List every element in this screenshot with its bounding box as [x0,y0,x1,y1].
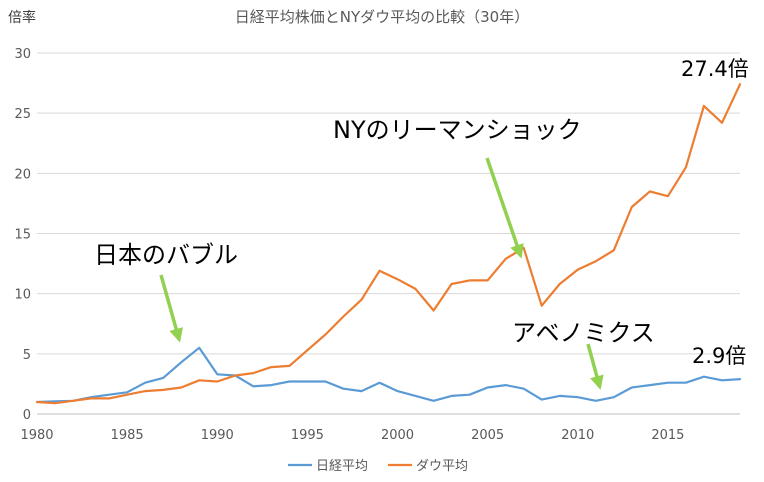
x-tick-label: 2000 [381,428,414,443]
annotation-dow-multiple: 27.4倍 [681,57,749,81]
series-line-nikkei [35,346,742,404]
y-tick-label: 20 [14,167,31,182]
arrow-bubble [159,274,183,343]
y-axis-ticks: 0 5 10 15 20 25 30 [14,47,31,423]
annotation-bubble: 日本のバブル [94,241,238,269]
legend-label-dow: ダウ平均 [416,459,468,474]
x-tick-label: 1990 [201,428,234,443]
annotation-lehman: NYのリーマンショック [333,116,582,144]
annotation-abenomics: アベノミクス [512,319,655,347]
y-tick-label: 30 [14,47,31,62]
legend-label-nikkei: 日経平均 [316,459,368,474]
y-tick-label: 0 [23,408,31,423]
arrow-abenomics [586,343,604,390]
series-line-dow [35,83,742,405]
legend: 日経平均 ダウ平均 [288,459,468,474]
arrow-lehman [485,157,524,259]
annotation-nikkei-multiple: 2.9倍 [692,344,746,368]
x-tick-label: 1980 [20,428,53,443]
y-tick-label: 15 [14,228,31,243]
y-tick-label: 10 [14,288,31,303]
series-lines [35,83,742,405]
y-tick-label: 25 [14,107,31,122]
y-axis-label: 倍率 [8,9,36,26]
y-tick-label: 5 [23,348,31,363]
annotation-arrows [159,157,604,390]
x-tick-label: 1985 [111,428,144,443]
gridlines [37,52,740,355]
x-tick-label: 1995 [291,428,324,443]
chart-title: 日経平均株価とNYダウ平均の比較（30年） [235,8,529,26]
x-tick-label: 2015 [651,428,684,443]
x-axis-ticks: 1980 1985 1990 1995 2000 2005 2010 2015 [20,428,684,443]
x-tick-label: 2010 [561,428,594,443]
x-tick-label: 2005 [471,428,504,443]
